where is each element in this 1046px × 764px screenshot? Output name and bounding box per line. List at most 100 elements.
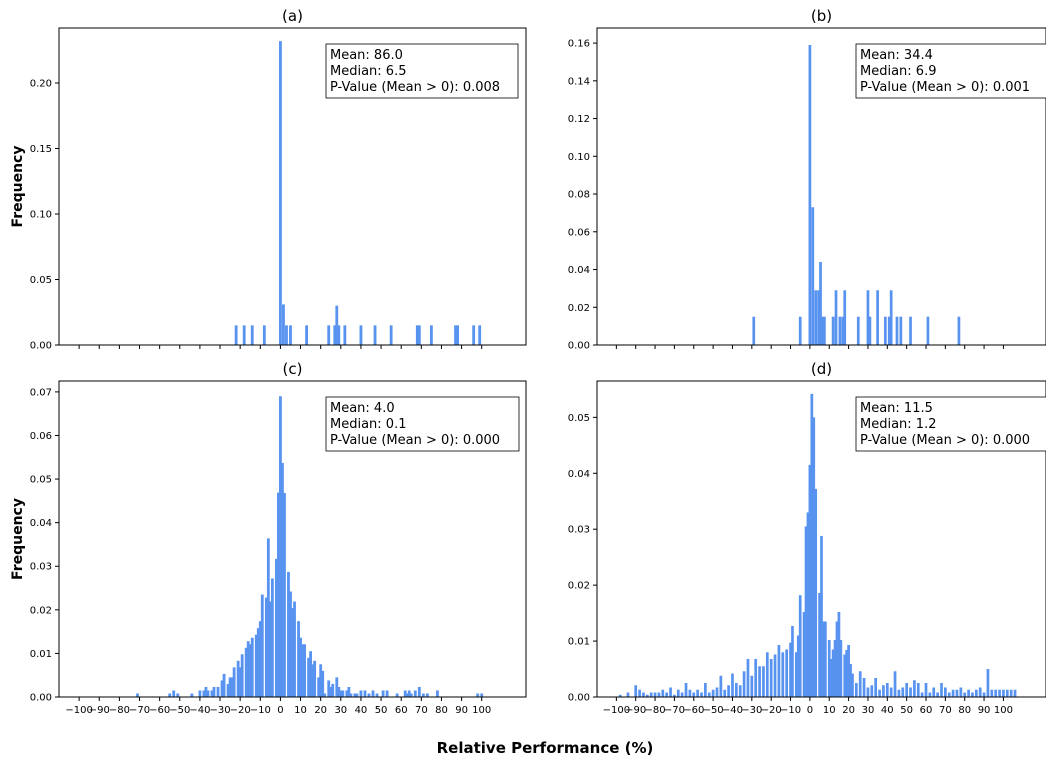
histogram-bar — [785, 649, 789, 697]
histogram-bar — [339, 690, 343, 697]
histogram-bar — [723, 689, 727, 697]
histogram-bar — [335, 305, 339, 345]
x-tick-label: −20 — [761, 705, 782, 716]
x-tick-label: −80 — [645, 705, 666, 716]
histogram-bar — [899, 316, 903, 345]
histogram-bar — [347, 686, 351, 697]
x-tick-label: 100 — [472, 705, 491, 716]
histogram-bar — [206, 690, 210, 697]
histogram-bar — [204, 686, 208, 697]
histogram-bar — [657, 692, 661, 697]
histogram-bar — [986, 669, 990, 697]
histogram-bar — [669, 687, 672, 697]
y-axis-label: Frequency — [10, 498, 26, 580]
histogram-bar — [665, 692, 669, 697]
stats-box-frame — [855, 396, 1046, 452]
histogram-bar — [845, 650, 849, 697]
histogram-bar — [250, 325, 254, 345]
stats-box-frame — [325, 43, 519, 99]
histogram-bar — [808, 464, 812, 697]
histogram-bar — [268, 601, 272, 697]
histogram-bar — [638, 689, 641, 697]
histogram-bar — [244, 647, 248, 697]
x-tick-label: −50 — [169, 705, 190, 716]
histogram-bar — [291, 608, 294, 697]
histogram-bar — [289, 591, 292, 697]
x-tick-label: 10 — [294, 705, 307, 716]
x-tick-label: 70 — [939, 705, 952, 716]
histogram-bar — [425, 693, 429, 697]
histogram-bar — [688, 689, 692, 697]
panel-title: (a) — [282, 7, 303, 25]
x-tick-label: −40 — [722, 705, 743, 716]
histogram-bar — [811, 207, 815, 345]
stats-median: Median: 6.5 — [330, 64, 406, 79]
histogram-bar — [281, 462, 284, 697]
histogram-bar — [951, 689, 955, 697]
histogram-bar — [684, 683, 688, 697]
histogram-bar — [831, 316, 835, 345]
histogram-bar — [282, 304, 285, 345]
histogram-bar — [847, 644, 850, 697]
histogram-bar — [808, 44, 812, 345]
histogram-bar — [754, 658, 758, 697]
histogram-bar — [385, 690, 389, 697]
histogram-bar — [262, 325, 266, 345]
histogram-bar — [692, 692, 696, 697]
histogram-bar — [301, 644, 304, 697]
x-tick-label: 0 — [277, 705, 283, 716]
histogram-bar — [1009, 689, 1013, 697]
x-tick-label: 50 — [900, 705, 913, 716]
y-tick-label: 0.02 — [568, 581, 590, 592]
histogram-bar — [198, 690, 202, 697]
x-tick-label: 80 — [435, 705, 448, 716]
x-tick-label: 60 — [920, 705, 933, 716]
y-tick-label: 0.02 — [568, 303, 590, 314]
histogram-bar — [838, 316, 842, 345]
y-tick-label: 0.05 — [568, 413, 590, 424]
histogram-bar — [321, 670, 325, 697]
histogram-bar — [804, 526, 808, 697]
histogram-bar — [649, 692, 653, 697]
histogram-bar — [645, 694, 649, 697]
histogram-bar — [920, 692, 924, 697]
histogram-bar — [363, 690, 367, 697]
histogram-bar — [893, 671, 897, 697]
histogram-bar — [998, 689, 1001, 697]
histogram-bar — [978, 687, 982, 697]
axes-frame — [596, 27, 1046, 346]
histogram-bar — [256, 628, 260, 697]
histogram-bar — [478, 325, 482, 345]
histogram-bar — [395, 693, 399, 697]
histogram-bar — [285, 325, 288, 345]
histogram-bars — [618, 393, 1017, 697]
histogram-bar — [704, 683, 707, 697]
histogram-bar — [916, 683, 920, 697]
histogram-bar — [136, 693, 139, 697]
histogram-bar — [819, 261, 822, 345]
histogram-bar — [752, 316, 756, 345]
x-tick-label: −10 — [250, 705, 271, 716]
histogram-bar — [820, 535, 823, 697]
histogram-bar — [335, 677, 339, 697]
panel-a: 0.00 0.05 0.10 0.15 0.20 (a) Frequency Mean: 86… — [10, 7, 527, 352]
histogram-bar — [731, 673, 734, 697]
x-tick-label: −60 — [683, 705, 704, 716]
histogram-bar — [373, 325, 377, 345]
histogram-bar — [246, 641, 250, 697]
histogram-bar — [837, 611, 841, 697]
stats-mean: Mean: 86.0 — [330, 48, 403, 63]
histogram-bar — [843, 290, 847, 345]
histogram-bar — [454, 325, 457, 345]
panel-title: (b) — [811, 7, 832, 25]
histogram-bar — [345, 690, 349, 697]
histogram-bar — [715, 687, 719, 697]
histogram-bar — [329, 686, 333, 697]
histogram-bar — [299, 637, 302, 697]
histogram-bar — [829, 658, 833, 697]
histogram-bar — [913, 680, 916, 697]
histogram-bar — [974, 689, 978, 697]
histogram-bar — [854, 683, 858, 697]
histogram-bar — [456, 325, 459, 345]
